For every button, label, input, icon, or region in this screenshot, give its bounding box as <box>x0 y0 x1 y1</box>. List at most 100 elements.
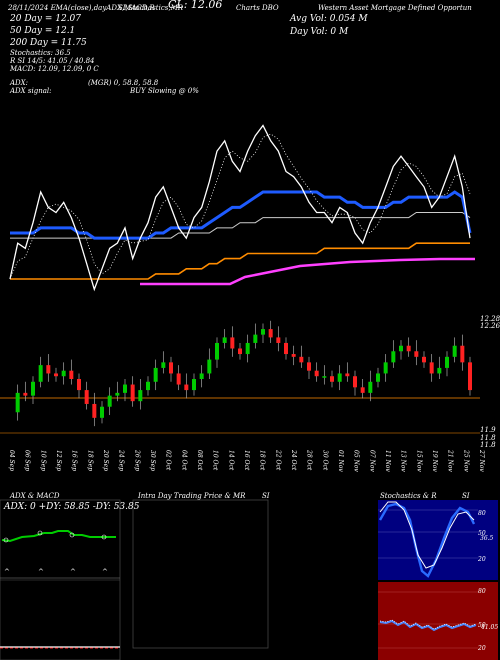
intra-panel-title: Intra Day Trading Price & MR <box>138 492 246 500</box>
ema50-line <box>10 212 471 239</box>
buy-signal: BUY Slowing @ 0% <box>130 87 199 95</box>
x-axis-date-label: 16 Sep <box>71 450 78 471</box>
adx-panel-values: ADX: 0 +DY: 58.85 -DY: 53.85 <box>4 502 140 512</box>
x-axis-date-label: 27 Nov <box>478 449 485 472</box>
candle-body <box>130 384 135 402</box>
adx-label: ADX: <box>10 79 29 87</box>
candle-body <box>123 384 127 393</box>
rsi-axis-20: 20 <box>478 645 486 652</box>
magenta-indicator-line <box>140 257 475 286</box>
x-axis-date-label: 07 Nov <box>368 450 375 472</box>
candle-body <box>215 342 219 360</box>
rsi-value: R SI 14/5: 41.05 / 40.84 <box>10 57 95 65</box>
candle-body <box>406 345 411 352</box>
candle-body <box>77 379 81 391</box>
ticker-label: Charts DBO <box>236 4 279 12</box>
candle-body <box>107 395 112 407</box>
candle-body <box>115 392 120 396</box>
x-axis-date-label: 12 Sep <box>55 450 62 471</box>
adx-signal-mark: ^ <box>38 568 44 576</box>
candle-body <box>153 367 158 382</box>
candle-body <box>184 384 189 391</box>
x-axis-date-label: 22 Oct <box>274 449 281 471</box>
candle-body <box>429 362 434 374</box>
x-axis-date-label: 14 Oct <box>227 450 234 471</box>
adx-line <box>1 530 116 543</box>
ema20-line <box>10 190 472 240</box>
x-axis-date-label: 18 Oct <box>259 450 266 471</box>
x-axis-date-label: 04 Oct <box>180 450 187 471</box>
x-axis-date-label: 30 Sep <box>149 450 156 471</box>
x-axis-date-label: 10 Oct <box>212 450 219 471</box>
header-indicators-b: SI,Stochastics,MR <box>118 4 184 12</box>
x-axis-date-label: 02 Oct <box>165 450 172 471</box>
intraday-panel <box>132 499 269 649</box>
stoch-k-line <box>378 502 476 578</box>
x-axis-date-label: 24 Oct <box>290 449 297 471</box>
candle-body <box>307 362 311 371</box>
stoch-d-line <box>379 501 475 569</box>
candle-body <box>238 348 242 355</box>
candle-body <box>169 362 173 374</box>
stochastics-panel <box>378 500 498 580</box>
candle-body <box>46 365 51 374</box>
x-axis-date-label: 21 Nov <box>447 449 454 472</box>
day-volume: Day Vol: 0 M <box>290 27 349 37</box>
ema200-value: 200 Day = 11.75 <box>10 38 87 48</box>
price-label-low2: 11.8 <box>480 434 496 442</box>
rsi-line <box>379 619 477 632</box>
candle-body <box>337 373 342 382</box>
candle-body <box>15 392 20 413</box>
candle-body <box>230 337 235 349</box>
x-axis-date-label: 16 Oct <box>243 450 250 471</box>
price-label-low3: 11.8 <box>480 441 496 449</box>
rsi-axis-80: 80 <box>478 588 486 595</box>
stoch-value-label: 36.5 <box>480 535 494 542</box>
x-axis-date-label: 04 Sep <box>8 450 15 471</box>
close-line <box>9 124 471 292</box>
candle-body <box>199 373 204 379</box>
candle-body <box>452 345 457 357</box>
x-axis-date-label: 18 Sep <box>86 450 93 471</box>
candle-body <box>284 342 288 355</box>
stoch-axis-20: 20 <box>478 556 486 563</box>
candle-body <box>368 381 373 393</box>
ema50-value: 50 Day = 12.1 <box>10 26 76 36</box>
candle-body <box>422 356 426 363</box>
x-axis-date-label: 24 Sep <box>118 449 125 471</box>
price-label-high2: 12.26 <box>480 322 500 330</box>
candle-body <box>54 373 58 377</box>
x-axis-date-label: 10 Sep <box>39 450 46 471</box>
rsi-value-label: 41.05 <box>481 624 499 631</box>
adx-signal-mark: ^ <box>4 568 10 576</box>
candle-body <box>314 370 319 377</box>
candle-body <box>322 376 327 378</box>
candle-body <box>268 329 273 338</box>
candle-body <box>100 406 104 418</box>
adx-marker <box>3 537 9 543</box>
rsi-axis-50: 50 <box>478 622 486 629</box>
close-price-label: CL: 12.06 <box>168 0 223 11</box>
stoch-axis-80: 80 <box>478 510 486 517</box>
candle-body <box>253 334 258 343</box>
candle-body <box>276 337 281 343</box>
candle-body <box>360 387 365 393</box>
candle-body <box>345 373 350 377</box>
adx-marker <box>37 530 43 536</box>
x-axis-date-label: 05 Nov <box>353 450 360 472</box>
candle-body <box>261 329 265 335</box>
candle-body <box>245 342 250 355</box>
candle-body <box>84 390 89 404</box>
ema20-value: 20 Day = 12.07 <box>10 14 82 24</box>
adx-values: (MGR) 0, 58.8, 58.8 <box>88 79 159 87</box>
candle-body <box>69 370 74 379</box>
candle-body <box>31 381 35 396</box>
candle-body <box>161 362 166 368</box>
candle-body <box>92 403 97 418</box>
stoch-value: Stochastics: 36.5 <box>10 49 71 57</box>
adx-signal-label: ADX signal: <box>10 87 52 95</box>
candle-body <box>222 337 227 343</box>
candle-body <box>376 373 380 382</box>
